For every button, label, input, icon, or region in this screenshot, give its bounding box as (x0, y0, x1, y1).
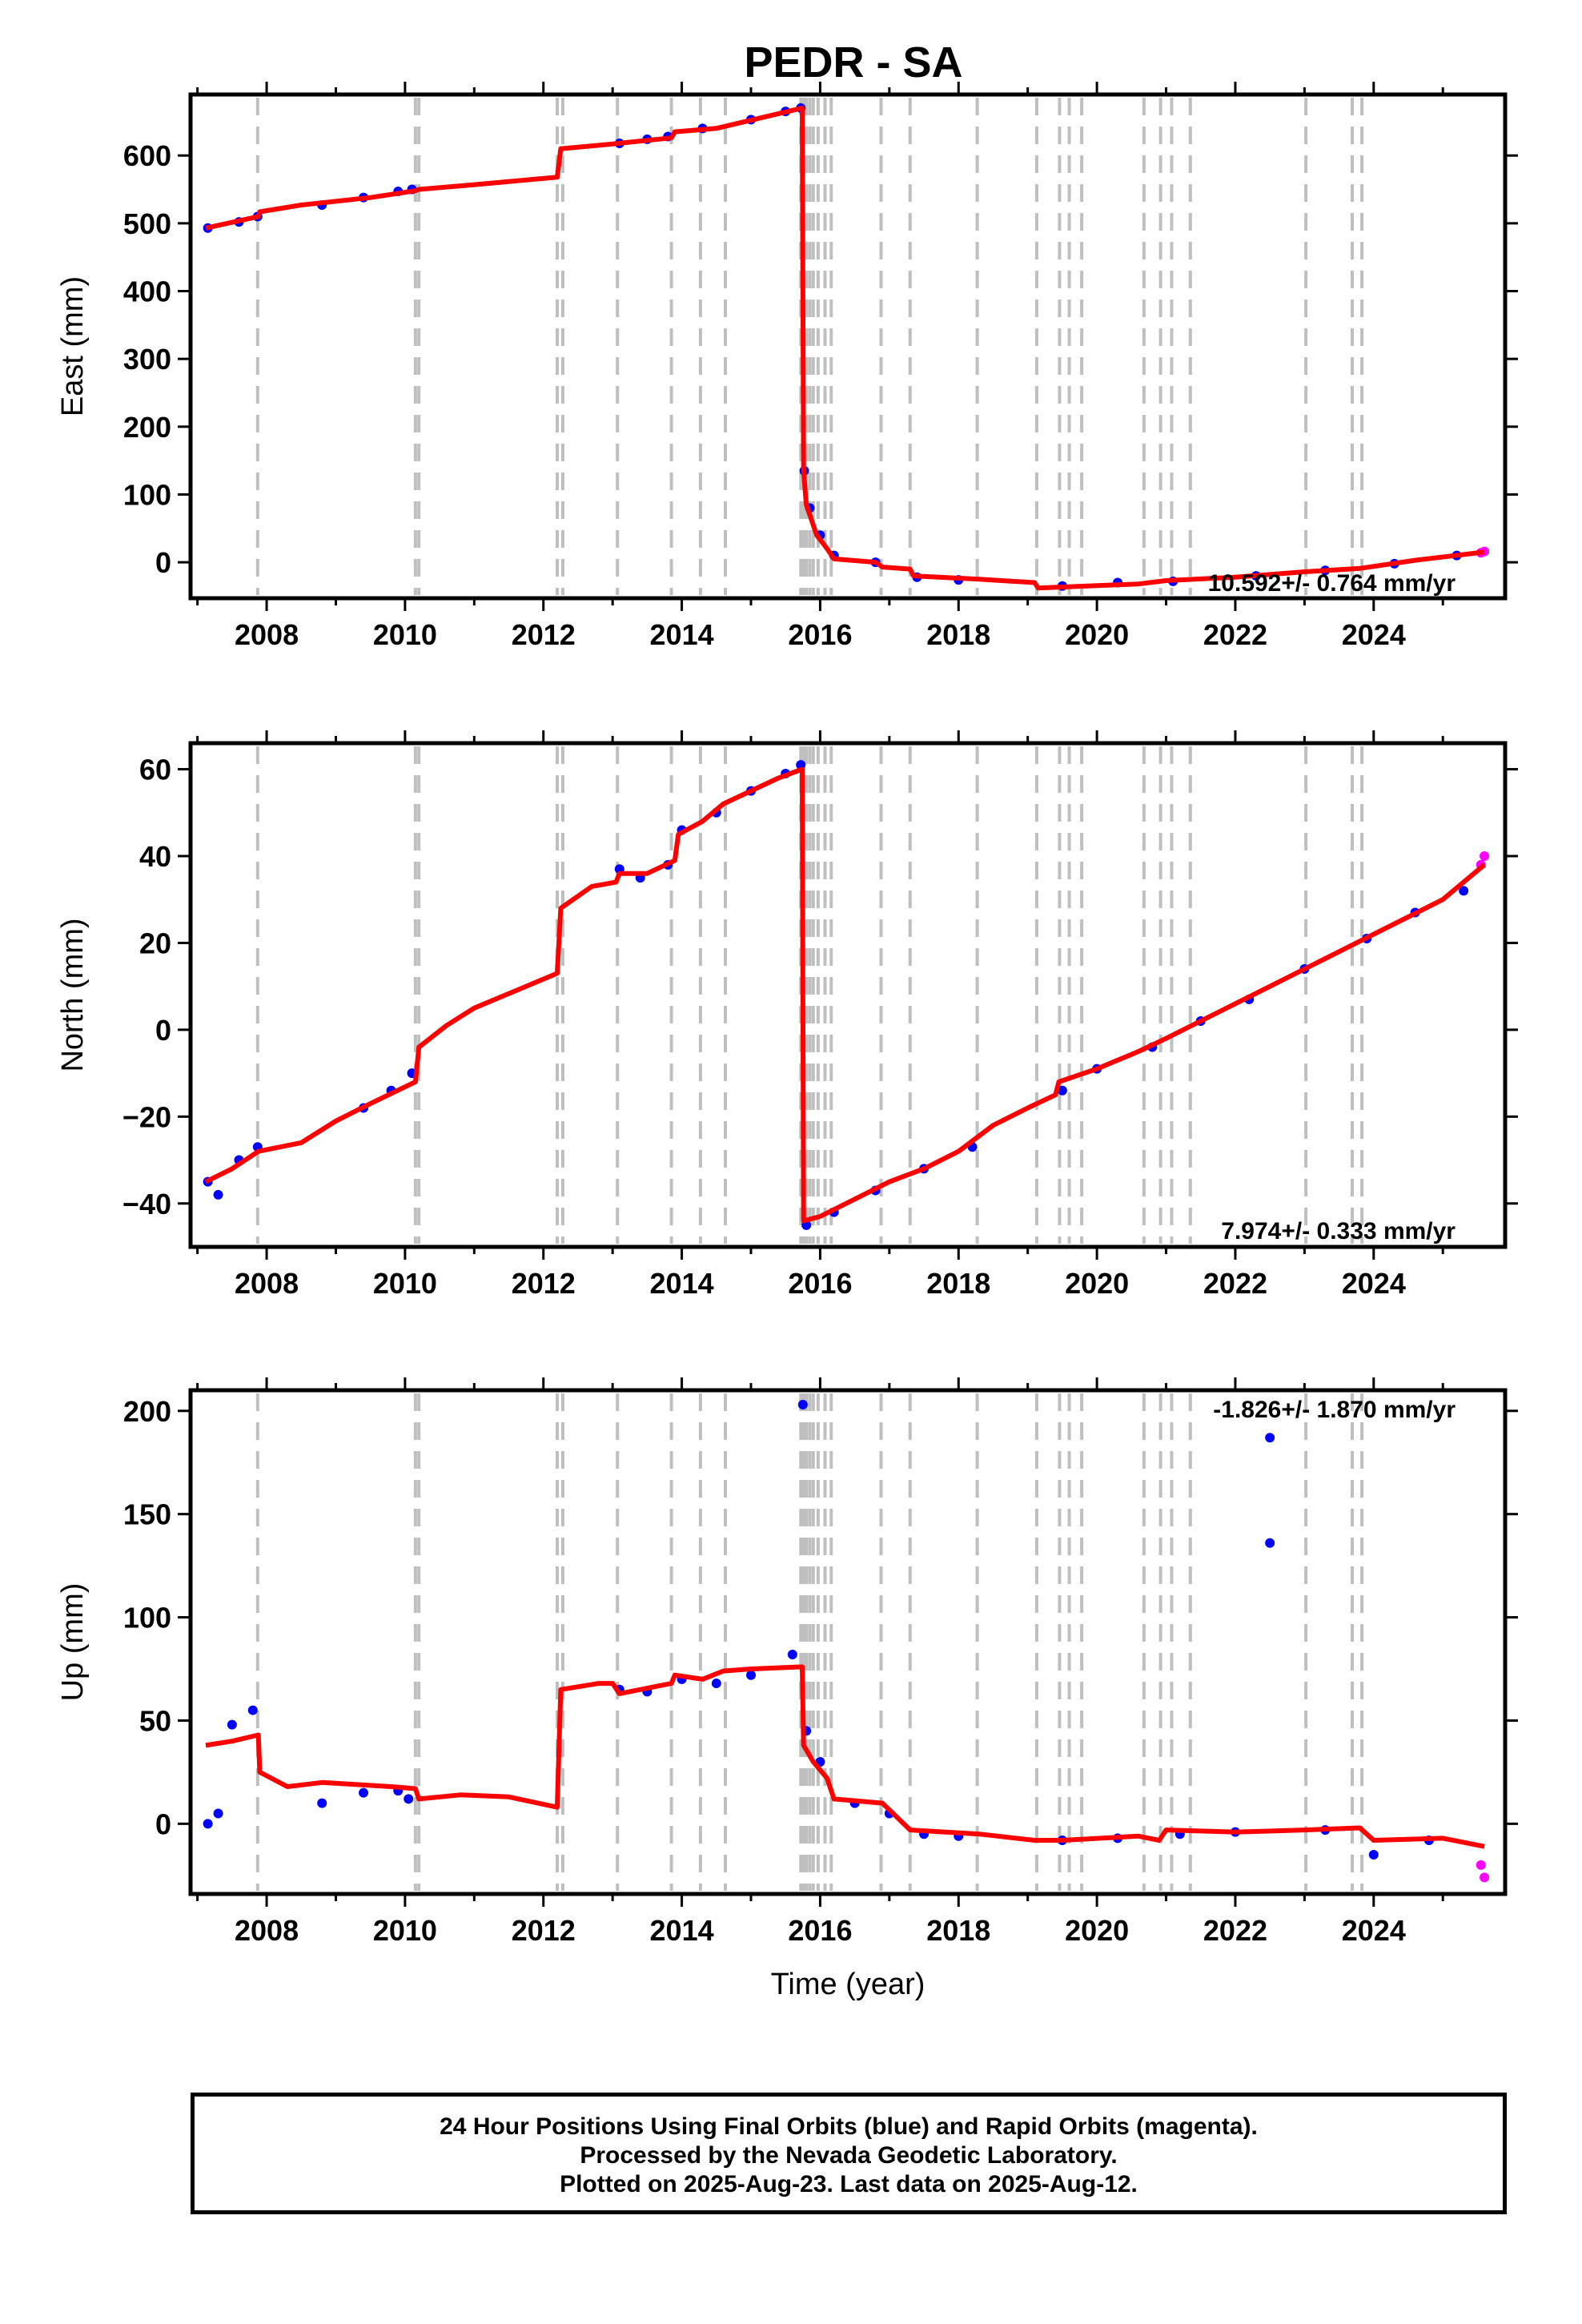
y-tick-label: 500 (123, 207, 171, 240)
y-tick-label: 200 (123, 1395, 171, 1428)
panel-north: 7.974+/- 0.333 mm/yr 2008 2010 2012 2014 201… (56, 730, 1518, 1300)
caption-line-1: 24 Hour Positions Using Final Orbits (bl… (440, 2113, 1258, 2140)
chart-title: PEDR - SA (744, 38, 962, 86)
y-axis-label: North (mm) (56, 918, 90, 1072)
data-point (1265, 1433, 1275, 1443)
y-tick-label: 0 (155, 1014, 171, 1047)
x-tick-label: 2020 (1065, 1267, 1129, 1300)
x-tick-label: 2018 (926, 1267, 990, 1300)
data-point (247, 1705, 258, 1715)
y-tick-label: −40 (122, 1188, 171, 1220)
data-point (787, 1649, 797, 1659)
x-tick-label: 2018 (926, 1914, 990, 1947)
x-tick-label: 2024 (1342, 1267, 1406, 1300)
y-tick-label: 40 (139, 840, 171, 873)
y-tick-label: 20 (139, 927, 171, 959)
data-point (213, 1808, 223, 1819)
data-point (797, 1400, 808, 1410)
data-point (404, 1794, 414, 1804)
plot-frame (188, 92, 1508, 601)
y-axis-label: East (mm) (56, 276, 90, 416)
y-tick-label: 600 (123, 139, 171, 172)
x-tick-label: 2022 (1203, 618, 1267, 651)
x-tick-label: 2018 (926, 618, 990, 651)
y-tick-label: 300 (123, 343, 171, 376)
y-tick-label: −20 (122, 1100, 171, 1133)
x-tick-label: 2020 (1065, 618, 1129, 651)
x-tick-label: 2012 (512, 1914, 576, 1947)
data-point (227, 1719, 237, 1730)
y-axis-label: Up (mm) (56, 1583, 90, 1702)
data-point (1057, 1085, 1067, 1096)
caption-line-3: Plotted on 2025-Aug-23. Last data on 202… (560, 2171, 1138, 2197)
y-tick-label: 100 (123, 1602, 171, 1634)
y-tick-label: 400 (123, 275, 171, 308)
y-tick-label: 50 (139, 1704, 171, 1737)
x-tick-label: 2022 (1203, 1914, 1267, 1947)
model-line (205, 105, 1485, 591)
caption-box: 24 Hour Positions Using Final Orbits (bl… (191, 2093, 1507, 2214)
model-line (205, 1664, 1485, 1849)
y-tick-label: 200 (123, 411, 171, 444)
x-tick-label: 2016 (788, 1914, 852, 1947)
y-tick-label: 100 (123, 478, 171, 511)
x-tick-label: 2012 (512, 1267, 576, 1300)
x-tick-label: 2010 (373, 1914, 437, 1947)
panel-up: -1.826+/- 1.870 mm/yr 2008 2010 2012 2014 20… (56, 1377, 1518, 2001)
rapid-point (1480, 1872, 1490, 1883)
x-tick-label: 2024 (1342, 618, 1406, 651)
x-tick-label: 2008 (235, 618, 299, 651)
rapid-orbit-points (1476, 1860, 1490, 1883)
event-lines (255, 98, 1364, 595)
data-point (359, 1787, 369, 1798)
data-point (711, 1679, 721, 1689)
data-point (213, 1189, 223, 1200)
x-tick-label: 2016 (788, 618, 852, 651)
event-lines (255, 1393, 1364, 1891)
rate-label-north: 7.974+/- 0.333 mm/yr (1221, 1218, 1456, 1244)
caption-line-2: Processed by the Nevada Geodetic Laborat… (580, 2142, 1118, 2169)
plot-frame (188, 1388, 1508, 1896)
x-tick-label: 2014 (650, 618, 714, 651)
data-point (1265, 1538, 1275, 1548)
plot-frame (188, 741, 1508, 1249)
data-point (203, 1819, 213, 1829)
y-tick-label: 60 (139, 754, 171, 786)
x-tick-label: 2014 (650, 1914, 714, 1947)
x-tick-label: 2010 (373, 618, 437, 651)
x-tick-label: 2022 (1203, 1267, 1267, 1300)
y-tick-label: 0 (155, 1807, 171, 1840)
x-tick-label: 2020 (1065, 1914, 1129, 1947)
panel-east: 10.592+/- 0.764 mm/yr 2008 2010 2012 2014 20… (56, 82, 1518, 651)
y-tick-label: 150 (123, 1498, 171, 1531)
model-line (204, 766, 1487, 1224)
data-point (746, 1670, 757, 1680)
rate-label-up: -1.826+/- 1.870 mm/yr (1213, 1397, 1456, 1423)
x-tick-label: 2012 (512, 618, 576, 651)
x-axis-label: Time (year) (771, 1968, 926, 2001)
x-tick-label: 2008 (235, 1267, 299, 1300)
data-point (317, 1798, 327, 1808)
data-point (1459, 886, 1469, 896)
x-tick-label: 2024 (1342, 1914, 1406, 1947)
data-point (1368, 1850, 1379, 1860)
x-tick-label: 2016 (788, 1267, 852, 1300)
event-lines (255, 746, 1364, 1244)
rate-label-east: 10.592+/- 0.764 mm/yr (1208, 570, 1456, 597)
x-tick-label: 2010 (373, 1267, 437, 1300)
final-orbit-points (203, 760, 1469, 1230)
rapid-point (1476, 1860, 1486, 1870)
rapid-point (1480, 850, 1490, 861)
x-tick-label: 2014 (650, 1267, 714, 1300)
x-tick-label: 2008 (235, 1914, 299, 1947)
y-tick-label: 0 (155, 546, 171, 579)
